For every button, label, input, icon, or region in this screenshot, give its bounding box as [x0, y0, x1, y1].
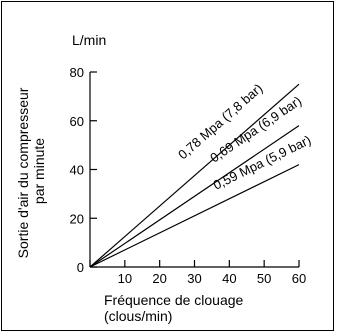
series-line-1 [89, 83, 300, 268]
x-tick-label-50: 50 [257, 271, 271, 286]
series-line-3 [89, 164, 300, 268]
y-axis-title: Sortie d'air du compresseur par minute [15, 84, 47, 259]
series-lines: 0,78 Mpa (7,8 bar)0,69 Mpa (6,9 bar)0,59… [89, 81, 313, 268]
ticks: 0 20 40 60 80 10 20 30 40 50 60 [70, 65, 307, 286]
x-axis-title-line-1: Fréquence de clouage [104, 292, 244, 308]
y-tick-label-40: 40 [70, 163, 84, 178]
x-tick-label-60: 60 [292, 271, 306, 286]
x-tick-label-30: 30 [187, 271, 201, 286]
y-tick-label-20: 20 [70, 211, 84, 226]
series-line-2 [89, 125, 300, 268]
axes [89, 72, 299, 268]
x-tick-label-10: 10 [118, 271, 132, 286]
y-axis-title-line-1: Sortie d'air du compresseur [15, 87, 31, 258]
y-unit-label: L/min [72, 32, 106, 48]
x-tick-label-40: 40 [222, 271, 236, 286]
y-tick-label-0: 0 [77, 260, 84, 275]
y-axis-title-line-2: par minute [31, 138, 47, 204]
chart-frame [1, 1, 334, 331]
y-tick-label-80: 80 [70, 65, 84, 80]
x-axis-title-line-2: (clous/min) [104, 308, 172, 324]
y-tick-label-60: 60 [70, 114, 84, 129]
x-tick-label-20: 20 [152, 271, 166, 286]
